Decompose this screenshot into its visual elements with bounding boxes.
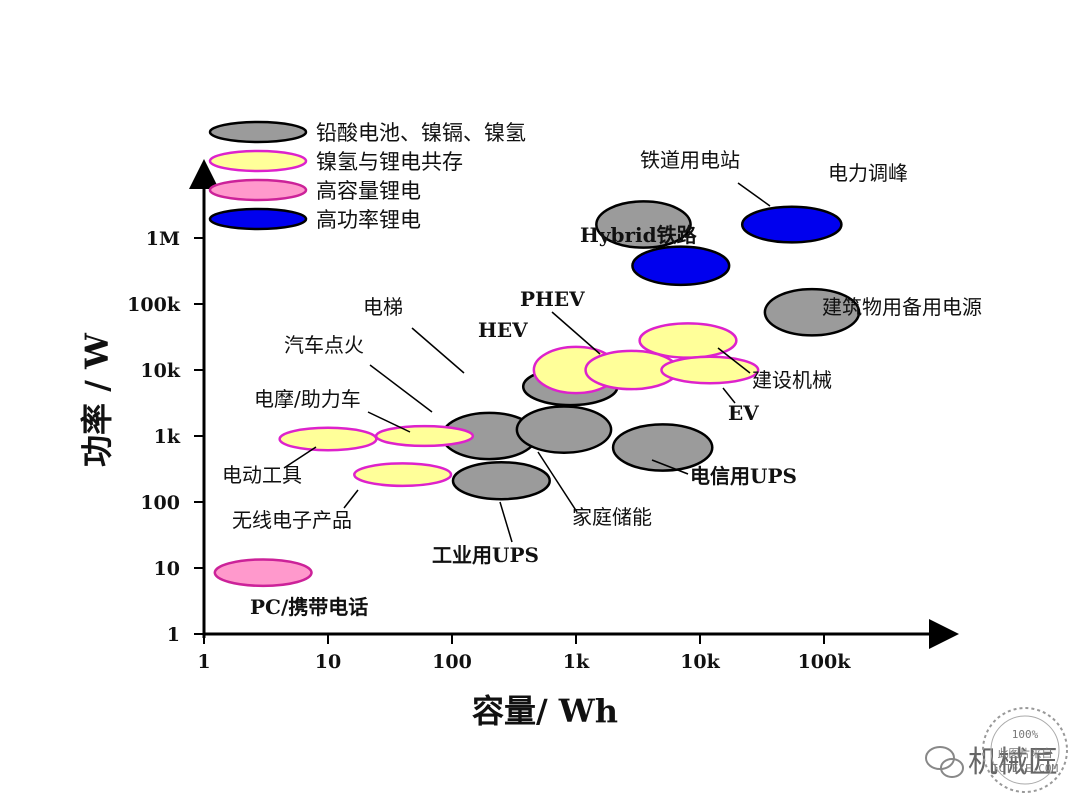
region-leadacid-3	[763, 287, 861, 337]
annotation-label: 建筑物用备用电源	[822, 295, 982, 319]
region-nimh_li-15	[353, 462, 453, 488]
annotation-label: 家庭储能	[572, 505, 652, 529]
region-hipow-2	[631, 245, 731, 287]
watermark-text: 机械匠	[968, 745, 1058, 780]
y-tick-label: 100k	[127, 294, 181, 316]
legend-label-nimh_li: 镍氢与锂电共存	[316, 150, 463, 174]
badge-mid-text: 此图片来自	[998, 747, 1053, 760]
annotation-label: 电摩/助力车	[254, 387, 361, 411]
x-tick-label: 10k	[680, 651, 720, 673]
leader-line	[283, 446, 317, 469]
y-tick-label: 10	[154, 558, 180, 580]
annotation-label: 电力调峰	[828, 161, 908, 185]
region-nimh_li-13	[278, 426, 378, 452]
leader-line	[651, 459, 689, 475]
leader-line	[411, 327, 465, 374]
legend-swatch-leadacid	[208, 120, 308, 144]
annotation-label: PHEV	[520, 287, 585, 311]
annotation-label: 建设机械	[752, 368, 832, 392]
x-tick-label: 1k	[563, 651, 590, 673]
legend-label-leadacid: 铅酸电池、镍镉、镍氢	[316, 121, 526, 145]
leader-line	[717, 347, 751, 374]
leader-lines	[283, 182, 771, 543]
legend-label-hipow: 高功率锂电	[316, 208, 421, 232]
badge-bottom-text: ICTEXE.COM	[992, 762, 1059, 775]
annotation-label: PC/携带电话	[250, 595, 368, 619]
annotation-label: Hybrid铁路	[580, 223, 698, 247]
y-tick-label: 10k	[140, 360, 180, 382]
x-tick-label: 1	[197, 651, 210, 673]
leader-line	[343, 489, 359, 509]
annotation-label: 汽车点火	[284, 333, 364, 357]
leader-line	[551, 311, 601, 355]
annotation-label: 铁道用电站	[640, 148, 740, 172]
x-tick-label: 100k	[798, 651, 852, 673]
leader-line	[369, 364, 433, 413]
leader-line	[367, 411, 411, 433]
x-axis-title: 容量/ Wh	[472, 692, 618, 730]
y-tick-label: 1M	[146, 228, 180, 250]
leader-line	[722, 387, 736, 404]
legend-swatch-nimh_li	[208, 149, 308, 173]
leader-line	[537, 451, 578, 513]
axes	[189, 159, 959, 649]
region-hipow-1	[740, 205, 843, 244]
legend-swatch-hipow	[208, 207, 308, 231]
region-nimh_li-11	[638, 322, 738, 359]
badge-top-text: 100%	[1012, 728, 1039, 741]
region-hicap-16	[213, 558, 313, 588]
leader-line	[499, 501, 513, 543]
annotation-label: 电动工具	[222, 463, 302, 487]
region-nimh_li-14	[374, 424, 475, 448]
region-leadacid-8	[451, 461, 551, 501]
y-axis-title: 功率 / W	[78, 332, 116, 467]
regions-layer	[213, 200, 861, 588]
annotation-label: 无线电子产品	[232, 508, 352, 532]
annotation-label: 电信用UPS	[690, 464, 797, 488]
x-tick-label: 10	[315, 651, 341, 673]
legend-label-hicap: 高容量锂电	[316, 179, 421, 203]
region-leadacid-6	[515, 405, 613, 454]
ticks-layer: 1 10 100 1k 10k 100k 1 10 100 1k 10k 100k 1M	[127, 228, 851, 673]
wechat-icon	[925, 746, 964, 778]
watermark-badge: 100% 此图片来自 ICTEXE.COM	[982, 707, 1068, 793]
region-leadacid-7	[611, 423, 714, 472]
y-tick-label: 1	[167, 624, 180, 646]
region-leadacid-0	[595, 200, 692, 249]
watermark: 机械匠 100% 此图片来自 ICTEXE.COM	[925, 707, 1068, 793]
y-tick-label: 1k	[154, 426, 181, 448]
annotation-label: HEV	[478, 318, 528, 342]
leader-line	[737, 182, 771, 207]
annotation-label: EV	[728, 401, 759, 425]
y-tick-label: 100	[140, 492, 180, 514]
annotation-label: 电梯	[363, 295, 403, 319]
x-tick-label: 100	[432, 651, 472, 673]
legend-swatch-hicap	[208, 178, 308, 202]
annotation-label: 工业用UPS	[432, 543, 539, 567]
region-nimh_li-12	[660, 355, 760, 385]
